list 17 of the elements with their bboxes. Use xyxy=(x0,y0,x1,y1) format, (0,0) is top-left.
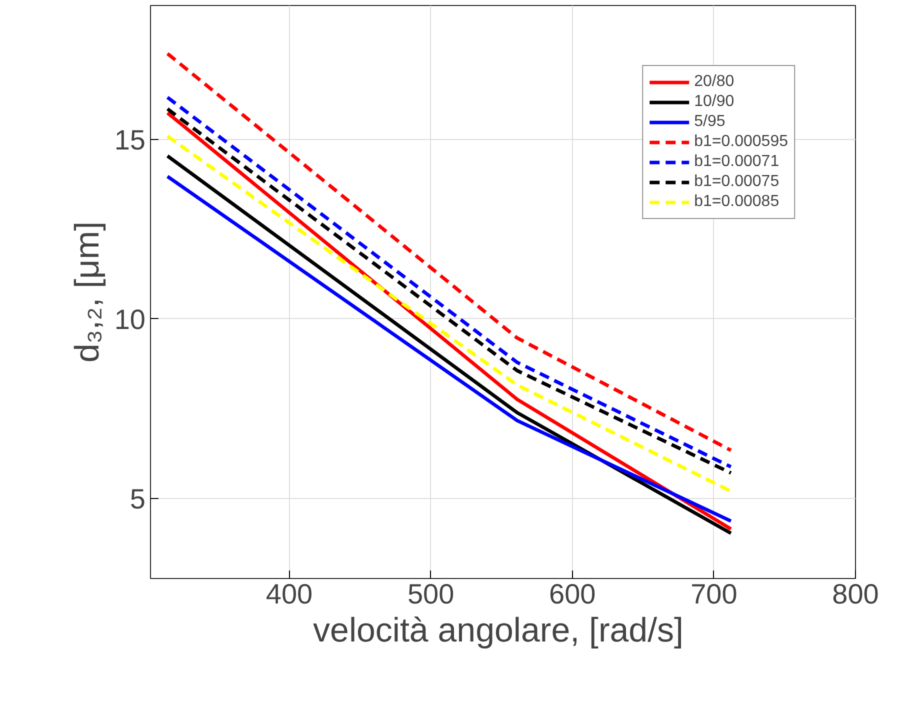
y-tick-label: 15 xyxy=(114,124,146,156)
legend-label: 20/80 xyxy=(694,73,734,91)
legend-label: 10/90 xyxy=(694,93,734,111)
x-tick-label: 800 xyxy=(832,578,879,610)
x-tick-label: 400 xyxy=(266,578,313,610)
x-tick-label: 500 xyxy=(407,578,454,610)
legend-label: b1=0.00071 xyxy=(694,153,780,171)
legend-label: 5/95 xyxy=(694,113,726,131)
legend-label: b1=0.00075 xyxy=(694,173,780,191)
x-axis-title: velocità angolare, [rad/s] xyxy=(313,612,684,650)
y-axis-title: d₃,₂, [μm] xyxy=(68,221,106,363)
legend-label: b1=0.000595 xyxy=(694,133,788,151)
x-tick-label: 700 xyxy=(690,578,738,610)
y-tick-label: 5 xyxy=(130,483,146,514)
y-tick-label: 10 xyxy=(114,304,146,335)
legend-label: b1=0.00085 xyxy=(694,193,780,211)
x-tick-label: 600 xyxy=(549,578,596,610)
